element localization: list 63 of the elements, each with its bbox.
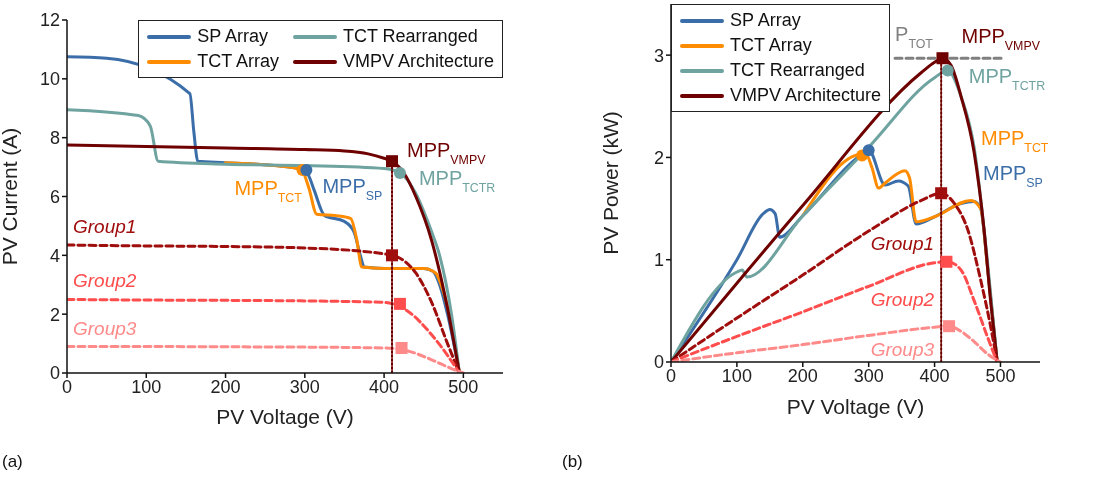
annotation: Group3 — [870, 339, 935, 361]
annotation: Group3 — [73, 317, 137, 339]
legend-label: TCT Rearranged — [730, 59, 865, 82]
point — [941, 64, 954, 77]
x-axis-title: PV Voltage (V) — [216, 405, 354, 428]
y-tick-label: 2 — [49, 304, 60, 325]
point — [940, 255, 953, 268]
y-tick-label: 3 — [653, 45, 664, 66]
y-axis-title: PV Power (kW) — [599, 111, 623, 255]
text: (a) — [2, 452, 23, 472]
annotation: P$_{TOT}$ — [895, 23, 934, 52]
legend-label: VMPV Architecture — [342, 50, 494, 73]
annotation: MPP$_{TCT}$ — [981, 127, 1049, 155]
legend-label: TCT Rearranged — [342, 25, 478, 48]
legend-label: VMPV Architecture — [730, 84, 882, 107]
x-tick-label: 400 — [369, 376, 400, 397]
x-tick-label: 300 — [289, 376, 320, 397]
point — [386, 249, 399, 262]
x-tick-label: 500 — [448, 376, 479, 397]
y-tick-label: 2 — [653, 147, 664, 168]
legend-label: SP Array — [730, 9, 801, 32]
legend-label: SP Array — [197, 25, 268, 48]
x-tick-label: 300 — [853, 365, 884, 386]
x-tick-label: 200 — [787, 365, 818, 386]
point — [300, 164, 313, 177]
point — [395, 342, 408, 354]
point — [943, 320, 956, 333]
annotation: MPP$_{TCT}$ — [234, 177, 303, 206]
point — [393, 297, 406, 310]
point — [386, 155, 399, 168]
point — [393, 166, 406, 179]
annotation: MPP$_{TCTR}$ — [418, 166, 496, 195]
point — [935, 187, 948, 200]
y-tick-label: 12 — [39, 10, 60, 31]
x-tick-label: 100 — [131, 376, 162, 397]
legend-label: TCT Array — [730, 34, 812, 57]
x-tick-label: 100 — [721, 365, 752, 386]
y-tick-label: 10 — [39, 69, 60, 90]
annotation: Group1 — [870, 233, 935, 255]
x-tick-label: 200 — [210, 376, 241, 397]
y-tick-label: 4 — [49, 245, 60, 266]
point — [936, 52, 949, 65]
point — [862, 144, 875, 157]
line-series — [67, 243, 461, 373]
annotation: Group2 — [73, 270, 137, 292]
annotation: Group2 — [870, 289, 935, 311]
annotation: MPP$_{SP}$ — [983, 162, 1043, 190]
x-tick-label: 400 — [919, 365, 950, 386]
annotation: MPP$_{SP}$ — [322, 175, 383, 204]
x-axis-title: PV Voltage (V) — [786, 395, 925, 418]
x-tick-label: 500 — [985, 365, 1016, 386]
line-series — [67, 297, 461, 373]
annotation: MPP$_{VMPV}$ — [407, 139, 487, 168]
legend-label: TCT Array — [197, 50, 279, 73]
annotation: MPP$_{VMPV}$ — [961, 25, 1041, 54]
text: (b) — [562, 452, 583, 472]
y-axis-title: PV Current (A) — [0, 127, 22, 266]
y-tick-label: 1 — [653, 250, 664, 271]
annotation: MPP$_{TCTR}$ — [968, 65, 1046, 94]
annotation: Group1 — [73, 216, 137, 238]
y-tick-label: 8 — [49, 128, 60, 149]
y-tick-label: 6 — [49, 186, 60, 207]
y-tick-label: 0 — [653, 352, 664, 373]
